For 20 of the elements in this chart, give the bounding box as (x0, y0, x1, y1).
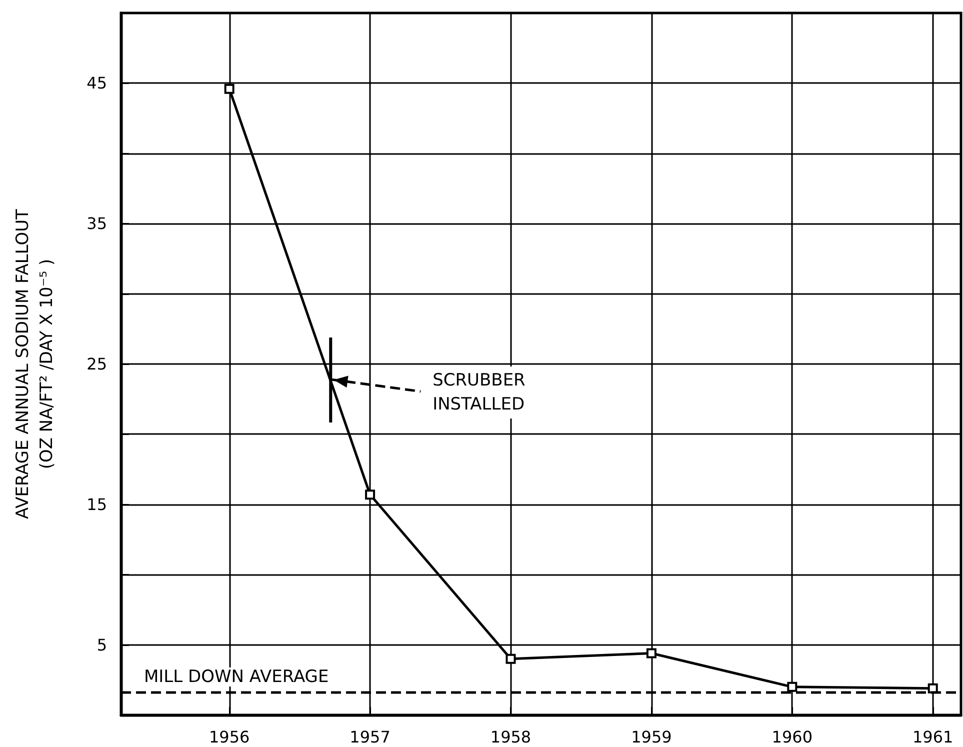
point (506, 654, 516, 664)
x-tick-label: 1956 (208, 728, 250, 746)
annotation: SCRUBBER INSTALLED (432, 370, 526, 414)
point (365, 490, 376, 500)
y-tick-label: 35 (86, 214, 107, 234)
point (646, 648, 656, 658)
y-tick-label: 25 (86, 354, 107, 374)
x-tick-label: 1958 (490, 728, 532, 746)
y-tick-label: 45 (86, 74, 107, 93)
x-tick-label: 1957 (350, 728, 390, 746)
y-tick-label: 5 (96, 635, 107, 654)
point (787, 682, 798, 692)
x-tick-label: 1961 (912, 728, 954, 746)
x-tick-label: 1959 (631, 728, 672, 746)
y-tick-label: 15 (86, 494, 107, 514)
point (224, 84, 234, 94)
point (928, 683, 938, 694)
x-tick-label: 1960 (772, 728, 813, 746)
ref-line-label: MILL DOWN AVERAGE (144, 667, 329, 688)
y-axis-title: AVERAGE ANNUAL SODIUM FALLOUT (OZ NA/FT² /DAY X 10⁻⁵ ) (13, 208, 57, 519)
